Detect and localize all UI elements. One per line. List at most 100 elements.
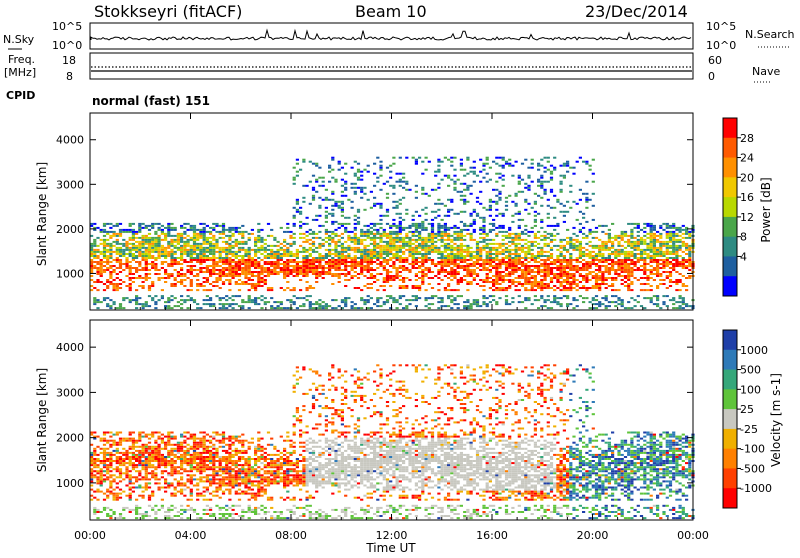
power-cell — [482, 245, 485, 247]
power-cell — [421, 269, 424, 271]
power-cell — [566, 211, 569, 213]
power-cell — [142, 247, 145, 249]
power-cell — [534, 237, 537, 239]
power-cell — [450, 273, 453, 275]
power-cell — [653, 269, 656, 271]
power-cell — [383, 245, 386, 247]
power-cell — [260, 239, 263, 241]
power-cell — [540, 285, 543, 287]
power-cell — [418, 271, 421, 273]
power-cell — [518, 227, 521, 229]
power-cell — [264, 261, 267, 263]
power-cell — [347, 235, 350, 237]
power-cell — [412, 215, 415, 217]
velocity-cell — [93, 450, 96, 452]
power-cell — [145, 267, 148, 269]
power-cell — [248, 263, 251, 265]
power-cell — [187, 269, 190, 271]
power-cell — [576, 271, 579, 273]
power-cell — [688, 277, 691, 279]
power-cell — [309, 229, 312, 231]
power-cell — [318, 231, 321, 233]
velocity-cell — [119, 468, 122, 470]
power-cell — [640, 265, 643, 267]
power-cell — [109, 243, 112, 245]
power-cell — [534, 203, 537, 205]
power-cell — [508, 245, 511, 247]
power-cell — [354, 259, 357, 261]
power-cell — [447, 199, 450, 201]
power-cell — [203, 223, 206, 225]
power-cell — [309, 247, 312, 249]
power-cell — [344, 261, 347, 263]
power-cell — [479, 227, 482, 229]
velocity-cell — [100, 460, 103, 462]
power-cell — [534, 271, 537, 273]
power-cell — [376, 273, 379, 275]
power-cell — [167, 265, 170, 267]
power-cell — [302, 273, 305, 275]
power-cell — [675, 301, 678, 303]
power-cell — [257, 241, 260, 243]
power-cell — [614, 295, 617, 297]
power-cell — [100, 243, 103, 245]
power-cell — [145, 277, 148, 279]
power-cell — [572, 307, 575, 309]
power-cell — [396, 259, 399, 261]
power-cell — [511, 273, 514, 275]
power-cell — [341, 211, 344, 213]
power-cell — [399, 249, 402, 251]
power-cell — [630, 231, 633, 233]
power-cell — [659, 283, 662, 285]
power-cell — [630, 251, 633, 253]
power-cell — [637, 279, 640, 281]
power-cell — [470, 271, 473, 273]
power-cell — [463, 203, 466, 205]
power-cell — [498, 231, 501, 233]
power-cell — [109, 231, 112, 233]
power-cell — [473, 231, 476, 233]
power-cell — [566, 241, 569, 243]
power-cell — [444, 175, 447, 177]
power-cell — [196, 237, 199, 239]
power-cell — [396, 181, 399, 183]
power-cell — [383, 257, 386, 259]
velocity-cell — [100, 491, 103, 493]
power-cell — [682, 245, 685, 247]
power-cell — [199, 237, 202, 239]
power-cell — [511, 261, 514, 263]
power-cell — [441, 305, 444, 307]
power-cell — [158, 245, 161, 247]
power-cell — [637, 249, 640, 251]
power-cell — [135, 299, 138, 301]
power-cell — [511, 297, 514, 299]
power-cell — [334, 221, 337, 223]
power-cell — [524, 267, 527, 269]
power-cell — [347, 279, 350, 281]
power-cell — [260, 295, 263, 297]
power-cell — [370, 297, 373, 299]
power-cell — [399, 229, 402, 231]
power-cell — [363, 169, 366, 171]
power-cell — [425, 169, 428, 171]
power-cell — [682, 225, 685, 227]
power-cell — [344, 263, 347, 265]
power-cell — [447, 285, 450, 287]
power-cell — [373, 303, 376, 305]
velocity-cell — [106, 497, 109, 499]
power-cell — [318, 167, 321, 169]
power-cell — [373, 173, 376, 175]
power-cell — [244, 243, 247, 245]
power-cell — [228, 247, 231, 249]
power-cell — [421, 255, 424, 257]
power-cell — [212, 263, 215, 265]
power-cell — [479, 181, 482, 183]
power-cell — [598, 265, 601, 267]
power-cell — [322, 277, 325, 279]
power-cell — [254, 259, 257, 261]
power-cell — [106, 251, 109, 253]
power-cell — [585, 269, 588, 271]
power-cell — [251, 263, 254, 265]
power-cell — [119, 263, 122, 265]
power-cell — [425, 227, 428, 229]
